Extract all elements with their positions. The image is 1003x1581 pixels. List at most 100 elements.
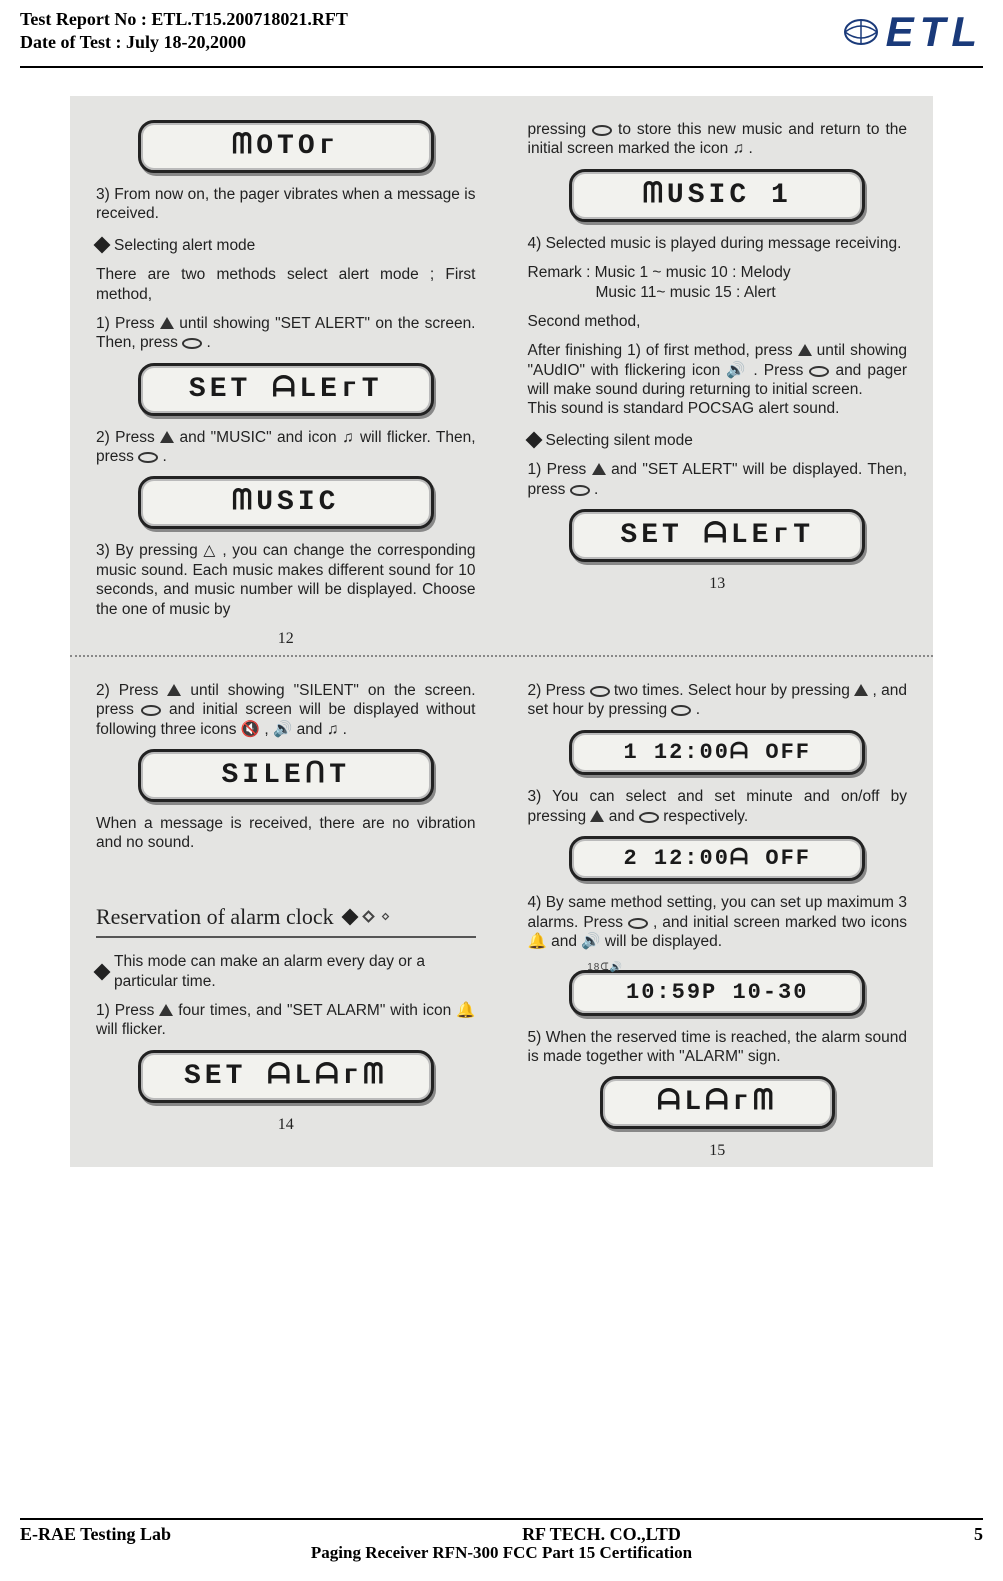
p14-when: When a message is received, there are no… bbox=[96, 814, 476, 853]
alarm-mode-row: This mode can make an alarm every day or… bbox=[96, 952, 476, 991]
t: 1) Press bbox=[528, 461, 592, 478]
lcd-motor: ᗰOTOᴦ bbox=[138, 120, 434, 173]
sel-silent-heading: Selecting silent mode bbox=[528, 431, 908, 450]
page-num-15: 15 bbox=[528, 1141, 908, 1161]
t: will flicker. bbox=[96, 1021, 166, 1038]
ellipse-icon bbox=[628, 918, 648, 929]
lcd-set-alert-12-text: SET ᗩLEᴦT bbox=[153, 372, 419, 407]
t: 2) Press bbox=[528, 682, 590, 699]
header-rule bbox=[20, 66, 983, 68]
manual-scan: ᗰOTOᴦ 3) From now on, the pager vibrates… bbox=[70, 96, 933, 1167]
p12-3long: 3) By pressing △ , you can change the co… bbox=[96, 541, 476, 619]
triangle-icon bbox=[592, 463, 606, 475]
p12-3: 3) From now on, the pager vibrates when … bbox=[96, 185, 476, 224]
footer-row: E-RAE Testing Lab RF TECH. CO.,LTD 5 bbox=[20, 1524, 983, 1545]
t: 1) Press bbox=[96, 315, 160, 332]
report-header: Test Report No : ETL.T15.200718021.RFT D… bbox=[0, 0, 1003, 62]
ellipse-icon bbox=[182, 338, 202, 349]
lcd-alarm-final: ᗩLᗩᴦᗰ bbox=[600, 1076, 835, 1129]
lcd-music1: ᗰUSIC 1 bbox=[569, 169, 865, 222]
footer-subtitle: Paging Receiver RFN-300 FCC Part 15 Cert… bbox=[20, 1543, 983, 1563]
ellipse-icon bbox=[141, 705, 161, 716]
etl-globe-icon bbox=[842, 13, 880, 51]
header-right: ETL bbox=[842, 8, 983, 56]
footer-page: 5 bbox=[923, 1524, 983, 1545]
ellipse-icon bbox=[590, 686, 610, 697]
diamond-hollow-icon bbox=[362, 910, 375, 923]
music-note-icon: ♫ bbox=[342, 429, 355, 446]
lcd-alarm-2: 2 12:00ᗩ OFF bbox=[569, 836, 865, 882]
ellipse-icon bbox=[570, 485, 590, 496]
t: 1) Press bbox=[96, 1002, 159, 1019]
triangle-icon bbox=[590, 810, 604, 822]
header-left: Test Report No : ETL.T15.200718021.RFT D… bbox=[20, 8, 348, 55]
p14-1: 1) Press four times, and "SET ALARM" wit… bbox=[96, 1001, 476, 1040]
triangle-icon bbox=[167, 684, 181, 696]
lcd-alarm-3: 18ᗭ🔊 10:59P 10-30 bbox=[569, 962, 865, 1016]
diamond-icon bbox=[94, 963, 111, 980]
p13-4: 4) Selected music is played during messa… bbox=[528, 234, 908, 253]
p15-4: 4) By same method setting, you can set u… bbox=[528, 893, 908, 951]
p13-remark1: Remark : Music 1 ~ music 10 : Melody bbox=[528, 263, 908, 282]
t: respectively. bbox=[659, 808, 748, 825]
t: After finishing 1) of first method, pres… bbox=[528, 342, 798, 359]
lcd-set-alert-13-text: SET ᗩLEᴦT bbox=[584, 518, 850, 553]
p12-methods: There are two methods select alert mode … bbox=[96, 265, 476, 304]
etl-logo-text: ETL bbox=[886, 8, 983, 56]
lcd-motor-text: ᗰOTOᴦ bbox=[153, 129, 419, 164]
report-no: Test Report No : ETL.T15.200718021.RFT bbox=[20, 8, 348, 31]
footer-rule bbox=[20, 1518, 983, 1520]
bell-icon: 🔔 bbox=[528, 933, 547, 950]
lcd-silent-text: SILEᑎT bbox=[153, 758, 419, 793]
spread-12-13: ᗰOTOᴦ 3) From now on, the pager vibrates… bbox=[70, 96, 933, 655]
t: and "MUSIC" and icon bbox=[174, 429, 342, 446]
footer-lab: E-RAE Testing Lab bbox=[20, 1524, 280, 1545]
p14-2: 2) Press until showing "SILENT" on the s… bbox=[96, 681, 476, 739]
sel-silent-label: Selecting silent mode bbox=[546, 431, 693, 450]
spread-14-15: 2) Press until showing "SILENT" on the s… bbox=[70, 655, 933, 1167]
t: . bbox=[744, 140, 753, 157]
t: 2) Press bbox=[96, 682, 167, 699]
p13-after: After finishing 1) of first method, pres… bbox=[528, 341, 908, 419]
ellipse-icon bbox=[671, 705, 691, 716]
lcd-music1-text: ᗰUSIC 1 bbox=[584, 178, 850, 213]
triangle-icon bbox=[160, 317, 174, 329]
lcd-silent: SILEᑎT bbox=[138, 749, 434, 802]
manual-page-13: pressing to store this new music and ret… bbox=[502, 96, 934, 655]
section-rule bbox=[96, 936, 476, 938]
diamond-icon bbox=[525, 432, 542, 449]
p15-5: 5) When the reserved time is reached, th… bbox=[528, 1028, 908, 1067]
manual-page-12: ᗰOTOᴦ 3) From now on, the pager vibrates… bbox=[70, 96, 502, 655]
diamond-row bbox=[344, 911, 390, 923]
sel-alert-label: Selecting alert mode bbox=[114, 236, 255, 255]
lcd-music-12: ᗰUSIC bbox=[138, 476, 434, 529]
alarm-mode-text: This mode can make an alarm every day or… bbox=[114, 952, 476, 991]
test-date: Date of Test : July 18-20,2000 bbox=[20, 31, 348, 54]
lcd-set-alert-13: SET ᗩLEᴦT bbox=[569, 509, 865, 562]
page-num-13: 13 bbox=[528, 574, 908, 594]
p15-3: 3) You can select and set minute and on/… bbox=[528, 787, 908, 826]
triangle-icon bbox=[160, 431, 174, 443]
section-label: Reservation of alarm clock bbox=[96, 903, 334, 931]
t: , and initial screen marked two icons bbox=[648, 914, 907, 931]
p15-2: 2) Press two times. Select hour by press… bbox=[528, 681, 908, 720]
lcd-set-alert-12: SET ᗩLEᴦT bbox=[138, 363, 434, 416]
lcd-alarm-1-text: 1 12:00ᗩ OFF bbox=[584, 739, 850, 767]
footer-company: RF TECH. CO.,LTD bbox=[280, 1524, 923, 1545]
p12-2: 2) Press and "MUSIC" and icon ♫ will fli… bbox=[96, 428, 476, 467]
triangle-icon bbox=[798, 344, 812, 356]
t: . bbox=[158, 448, 167, 465]
manual-page-14: 2) Press until showing "SILENT" on the s… bbox=[70, 657, 502, 1167]
t: . bbox=[202, 334, 211, 351]
lcd-alarm-3-text: 10:59P 10-30 bbox=[584, 979, 850, 1007]
p12-1: 1) Press until showing "SET ALERT" on th… bbox=[96, 314, 476, 353]
lcd-alarm-final-text: ᗩLᗩᴦᗰ bbox=[615, 1085, 820, 1120]
t: four times, and "SET ALARM" with icon bbox=[173, 1002, 456, 1019]
lcd-music-12-text: ᗰUSIC bbox=[153, 485, 419, 520]
diamond-small-icon bbox=[381, 913, 389, 921]
diamond-icon bbox=[341, 908, 358, 925]
ellipse-icon bbox=[138, 452, 158, 463]
ellipse-icon bbox=[809, 366, 829, 377]
t: and 🔊 will be displayed. bbox=[547, 933, 722, 950]
lcd-alarm-2-text: 2 12:00ᗩ OFF bbox=[584, 845, 850, 873]
